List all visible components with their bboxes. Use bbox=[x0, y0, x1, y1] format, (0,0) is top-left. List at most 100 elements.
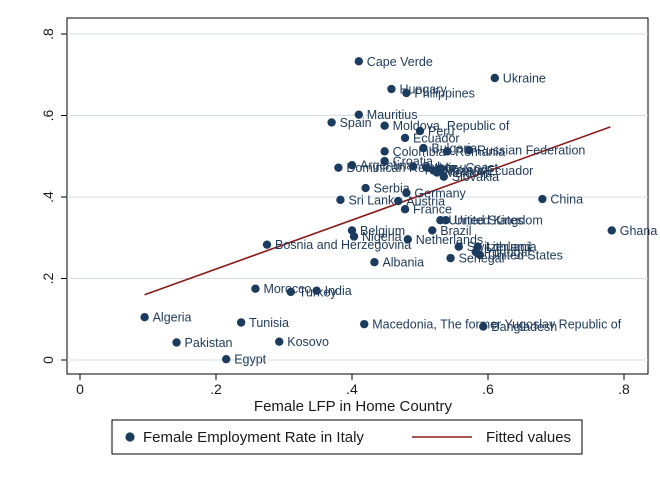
point-label: Kosovo bbox=[287, 335, 329, 349]
scatter-point bbox=[439, 172, 448, 181]
scatter-point bbox=[422, 163, 431, 172]
scatter-point bbox=[334, 163, 343, 172]
point-label: Russian Federation bbox=[477, 144, 585, 158]
scatter-point bbox=[380, 121, 389, 130]
scatter-point bbox=[360, 319, 369, 329]
scatter-point bbox=[380, 147, 389, 156]
scatter-point bbox=[475, 250, 485, 260]
x-axis-title: Female LFP in Home Country bbox=[254, 398, 453, 415]
point-label: United Kingdom bbox=[454, 214, 543, 228]
point-label: Portugal bbox=[484, 246, 531, 260]
y-tick-label: 0 bbox=[40, 356, 56, 364]
point-label: Albania bbox=[382, 256, 424, 270]
x-tick-label: .8 bbox=[618, 381, 630, 397]
point-label: Slovakia bbox=[452, 170, 499, 184]
scatter-point bbox=[402, 188, 411, 198]
point-label: Hungary bbox=[399, 83, 447, 97]
y-tick-label: .8 bbox=[40, 28, 56, 40]
scatter-point bbox=[432, 168, 442, 177]
scatter-point bbox=[172, 338, 181, 347]
point-label: Switzerland bbox=[467, 240, 532, 254]
axes: 0 .2 .4 .6 .8 0 .2 .4 .6 .8 bbox=[40, 28, 630, 397]
legend-box bbox=[111, 419, 583, 455]
point-label: Bosnia and Herzegovina bbox=[275, 238, 411, 252]
legend-scatter-label: Female Employment Rate in Italy bbox=[143, 429, 364, 446]
x-tick-label: 0 bbox=[76, 381, 84, 397]
point-label: Egypt bbox=[234, 353, 266, 367]
point-label: Pakistan bbox=[185, 336, 233, 350]
x-tick-label: .6 bbox=[482, 381, 494, 397]
scatter-point bbox=[251, 284, 260, 293]
scatter-point bbox=[394, 196, 403, 206]
point-label: Macedonia, The former Yugoslav Republic … bbox=[372, 318, 622, 332]
scatter-point bbox=[312, 286, 321, 295]
point-label: France bbox=[413, 203, 452, 217]
point-label: Sri Lanka bbox=[348, 193, 401, 207]
scatter-point bbox=[347, 161, 357, 170]
scatter-point bbox=[400, 205, 410, 214]
point-label: Mauritius bbox=[367, 108, 418, 122]
point-label: Brazil bbox=[440, 224, 471, 238]
point-label: Germany bbox=[414, 186, 466, 200]
scatter-point bbox=[538, 194, 547, 204]
point-label: Cape Verde bbox=[367, 55, 433, 69]
scatter-point bbox=[354, 110, 363, 119]
point-label: Albania Ecuador bbox=[442, 164, 534, 178]
point-label: Austria bbox=[406, 195, 445, 209]
scatter-point bbox=[140, 313, 149, 322]
fitted-line-group bbox=[144, 126, 611, 296]
y-tick-label: .6 bbox=[40, 109, 56, 121]
point-label: Ghana bbox=[620, 224, 658, 238]
scatter-point bbox=[400, 133, 410, 143]
scatter-point bbox=[443, 147, 452, 156]
point-label: Serbia bbox=[374, 182, 410, 196]
scatter-point bbox=[370, 258, 379, 267]
scatter-point bbox=[402, 88, 411, 98]
scatter-point bbox=[403, 235, 412, 244]
point-label: Ivory Coast bbox=[435, 161, 499, 175]
point-label: Tunisia bbox=[249, 316, 289, 330]
point-label: Poland bbox=[448, 163, 487, 177]
point-label: Peru bbox=[428, 124, 454, 138]
y-tick-label: .2 bbox=[40, 272, 56, 284]
scatter-point bbox=[361, 183, 370, 193]
x-tick-label: .4 bbox=[346, 381, 358, 397]
scatter-point bbox=[479, 322, 488, 331]
point-label: China bbox=[550, 193, 583, 207]
legend-fitted-label: Fitted values bbox=[486, 429, 571, 446]
scatter-point bbox=[380, 156, 389, 166]
scatter-point bbox=[286, 287, 295, 297]
point-label: Argentina bbox=[360, 159, 414, 173]
scatter-point bbox=[262, 240, 272, 249]
scatter-point bbox=[327, 118, 336, 127]
scatter-point bbox=[446, 253, 455, 263]
point-label: Turkey bbox=[299, 285, 337, 299]
point-label: Nigeria bbox=[362, 230, 402, 244]
point-label: Colombia bbox=[393, 145, 446, 159]
scatter-point bbox=[409, 162, 418, 171]
scatter-point bbox=[428, 226, 437, 235]
scatter-point bbox=[464, 145, 474, 155]
point-label: United States bbox=[448, 214, 523, 228]
point-label: Ukraine bbox=[503, 72, 546, 86]
x-tick-label: .2 bbox=[210, 381, 222, 397]
point-label: Algeria bbox=[153, 311, 192, 325]
scatter-point bbox=[419, 143, 428, 153]
scatter-point bbox=[387, 84, 396, 94]
scatter-point bbox=[490, 73, 499, 83]
scatter-point bbox=[222, 354, 231, 364]
plot-area bbox=[66, 17, 649, 375]
scatter-point bbox=[336, 195, 345, 205]
point-label: India bbox=[325, 284, 352, 298]
point-label: Lithuania bbox=[486, 240, 537, 254]
scatter-point bbox=[349, 232, 359, 241]
scatter-point bbox=[275, 337, 284, 346]
point-label: Ecuador bbox=[413, 131, 460, 145]
point-label: Spain bbox=[340, 116, 372, 130]
legend: Female Employment Rate in Italy Fitted v… bbox=[111, 419, 583, 455]
point-label: Morocco bbox=[263, 282, 311, 296]
point-label: Romania bbox=[455, 145, 505, 159]
point-label: Senegal bbox=[459, 252, 505, 266]
